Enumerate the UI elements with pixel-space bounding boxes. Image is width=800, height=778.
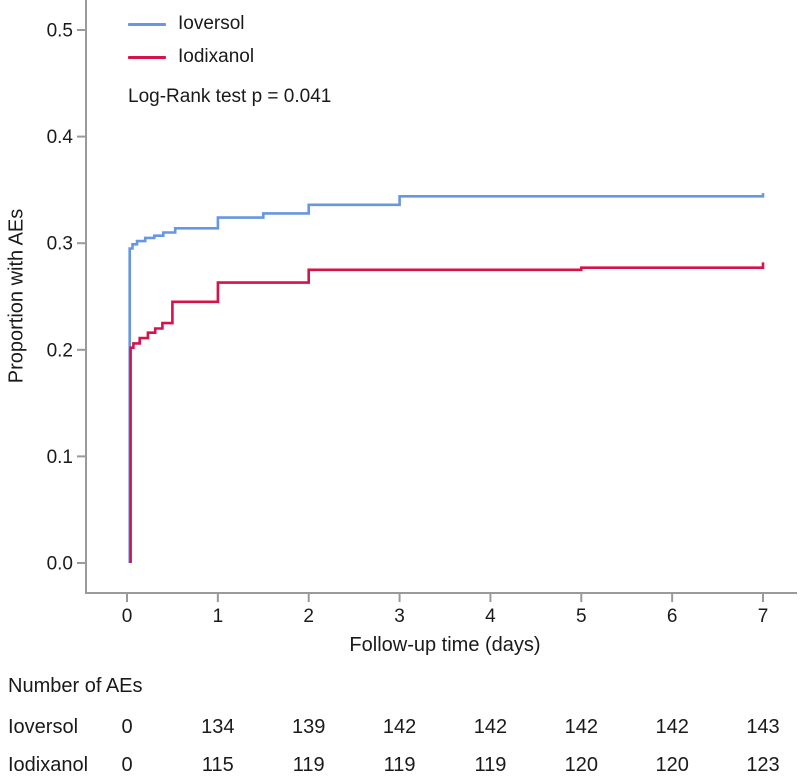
y-tick-label: 0.2 [47, 340, 73, 361]
plot-canvas: 0.0 0.1 0.2 0.3 0.4 0.5 0 1 2 3 4 5 6 7 [47, 0, 797, 627]
risk-count-ioversol-day4: 142 [473, 716, 508, 738]
risk-count-iodixanol-day5: 120 [564, 754, 598, 776]
x-tick-label: 1 [213, 606, 224, 627]
y-tick-label: 0.4 [47, 127, 74, 148]
risk-count-iodixanol-day4: 119 [474, 754, 507, 776]
x-tick-label: 2 [303, 606, 314, 627]
risk-count-iodixanol-day3: 119 [383, 754, 416, 776]
risk-count-ioversol-day0: 0 [121, 716, 133, 738]
y-tick-label: 0.1 [47, 447, 73, 468]
y-tick-label: 0.0 [47, 554, 73, 575]
risk-count-iodixanol-day0: 0 [121, 754, 133, 776]
y-tick-label: 0.3 [47, 234, 73, 255]
risk-table-title: Number of AEs [8, 675, 143, 697]
y-tick-label: 0.5 [47, 21, 73, 42]
risk-count-iodixanol-day2: 119 [292, 754, 325, 776]
x-tick-label: 3 [394, 606, 405, 627]
series-line-iodixanol [129, 262, 765, 563]
risk-count-ioversol-day5: 142 [564, 716, 598, 738]
risk-row-ioversol: 0 134 139 142 142 142 142 143 [0, 716, 800, 740]
risk-count-iodixanol-day7: 123 [746, 754, 780, 776]
x-tick-label: 0 [122, 606, 133, 627]
x-tick-label: 4 [485, 606, 496, 627]
legend-item-ioversol: Ioversol [128, 11, 254, 37]
x-axis-title: Follow-up time (days) [349, 634, 541, 656]
risk-row-iodixanol: 0 115 119 119 119 120 120 123 [0, 754, 800, 778]
x-tick-label: 5 [576, 606, 587, 627]
ioversol-line-swatch [128, 22, 166, 26]
log-rank-annotation: Log-Rank test p = 0.041 [128, 86, 332, 107]
legend-label-ioversol: Ioversol [178, 13, 245, 34]
x-tick-label: 7 [758, 606, 769, 627]
risk-row-label-iodixanol: Iodixanol [8, 754, 89, 776]
risk-count-iodixanol-day6: 120 [655, 754, 689, 776]
iodixanol-line-swatch [128, 55, 166, 59]
risk-count-ioversol-day7: 143 [746, 716, 780, 738]
legend-label-iodixanol: Iodixanol [178, 46, 255, 67]
risk-count-ioversol-day3: 142 [382, 716, 417, 738]
legend: Ioversol Iodixanol [128, 11, 254, 77]
risk-count-iodixanol-day1: 115 [201, 754, 234, 776]
risk-row-label-ioversol: Ioversol [8, 716, 79, 738]
x-tick-label: 6 [667, 606, 678, 627]
risk-count-ioversol-day6: 142 [655, 716, 689, 738]
legend-item-iodixanol: Iodixanol [128, 44, 254, 70]
series-line-ioversol [128, 193, 765, 563]
risk-count-ioversol-day1: 134 [201, 716, 235, 738]
risk-count-ioversol-day2: 139 [292, 716, 326, 738]
y-axis-title: Proportion with AEs [5, 208, 28, 384]
